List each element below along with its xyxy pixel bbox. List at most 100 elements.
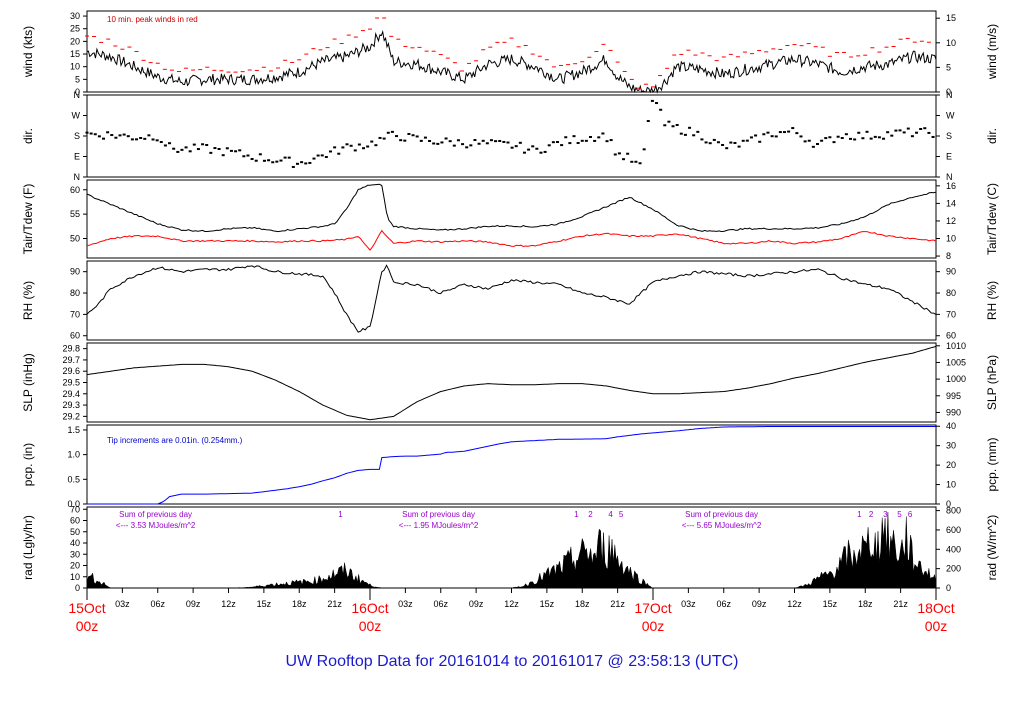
dir-point [626,152,630,155]
dir-point [143,137,147,140]
dir-point [795,132,799,135]
dir-point [102,137,106,140]
dir-point [597,136,601,139]
dir-point [456,139,460,142]
dir-point [762,133,766,136]
dir-point [395,135,399,138]
dir-point [163,144,167,147]
slp-series-0 [86,345,937,421]
dir-point [531,145,535,148]
y-tick-label: 0.5 [67,474,80,484]
dir-point [283,156,287,159]
dir-point [304,162,308,165]
dir-point [481,139,485,142]
x-tick-label: 21z [610,599,625,609]
dir-point [217,147,221,150]
dir-point [551,141,555,144]
y-tick-label-right: 1000 [946,374,966,384]
dir-point [741,139,745,142]
dir-point [898,129,902,132]
x-axis: 03z 06z 09z 12z 15z 18z 21z 03z 06z 09z 12z 15z 18z 2… [68,588,955,634]
panel-rh: 60 70 80 90 60 70 80 90 RH (%) RH (%) [21,260,999,341]
dir-point [857,131,861,134]
dir-point [126,135,130,138]
dir-point [246,154,250,157]
temp-series-1 [87,229,937,251]
y-tick-label: 30 [70,549,80,559]
dir-point [700,138,704,141]
x-tick-label: 09z [469,599,484,609]
dir-point [737,145,741,148]
dir-point [560,144,564,147]
radiation-marker: 3 [883,510,888,519]
dir-point [242,155,246,158]
dir-point [663,124,667,127]
x-tick-label: 15z [540,599,555,609]
dir-point [188,150,192,153]
y-axis-label-right: SLP (hPa) [985,355,999,410]
y-tick-label: 90 [70,267,80,277]
y-tick-label: 20 [70,561,80,571]
wind-series-0 [86,30,937,94]
dir-point [572,135,576,138]
rh-series-0 [86,264,937,333]
dir-point [159,141,163,144]
dir-point [873,135,877,138]
dir-point [337,152,341,155]
y-axis-label-right: RH (%) [985,281,999,320]
dir-point [89,132,93,135]
y-axis-label-right: Tair/Tdew (C) [985,183,999,255]
dir-point [184,146,188,149]
y-axis-label: wind (kts) [21,26,35,78]
y-tick-label-right: 800 [946,506,961,516]
panel-frame [86,260,937,341]
dir-point [415,135,419,138]
y-tick-label-right: N [946,90,953,100]
y-tick-label: 1.5 [67,425,80,435]
radiation-sum-value: <--- 3.53 MJoules/m^2 [116,521,196,530]
dir-point [192,143,196,146]
y-axis-label: pcp. (in) [21,443,35,486]
y-tick-label: 29.6 [62,366,80,376]
dir-point [803,140,807,143]
y-tick-label-right: 10 [946,38,956,48]
dir-point [498,139,502,142]
dir-point [118,134,122,137]
dir-point [390,130,394,133]
x-tick-label: 18z [858,599,873,609]
y-tick-label: S [74,131,80,141]
dir-point [894,129,898,132]
pcp-line [87,426,936,505]
dir-point [234,150,238,153]
panel-frame [86,94,937,178]
dir-point [630,160,634,163]
dir-point [436,142,440,145]
date-time-label: 00z [76,618,99,634]
dir-point [634,160,638,163]
dir-point [638,162,642,165]
dir-point [110,134,114,137]
y-tick-label-right: 70 [946,309,956,319]
dir-point [172,147,176,150]
dir-point [931,135,935,138]
dir-point [807,139,811,142]
y-tick-label: N [74,90,81,100]
dir-point [675,124,679,127]
dir-point [820,139,824,142]
x-tick-label: 15z [257,599,272,609]
date-label: 18Oct [917,600,954,616]
dir-point [328,150,332,153]
radiation-sum-value: <--- 1.95 MJoules/m^2 [399,521,479,530]
dir-point [494,140,498,143]
dir-point [716,141,720,144]
dir-point [485,142,489,145]
dir-point [229,149,233,152]
dir-point [258,153,262,156]
dir-point [287,156,291,159]
dir-series-0 [85,99,935,168]
panel-frame [86,424,937,505]
dir-point [683,133,687,136]
panel-temp: 50 55 60 8 10 12 14 16 Tair/Tdew (F) Tair/Tdew (C… [21,179,999,261]
dir-point [386,131,390,134]
